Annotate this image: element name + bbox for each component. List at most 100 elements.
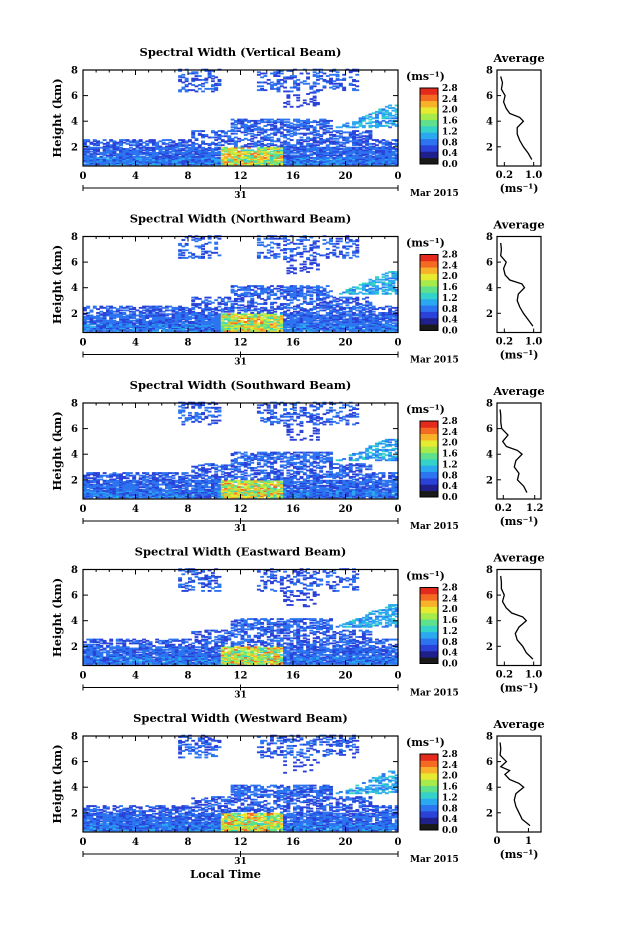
heatmap-cell: [224, 327, 228, 330]
heatmap-cell: [306, 258, 311, 261]
heatmap-cell: [312, 102, 317, 104]
heatmap-cell: [171, 153, 176, 156]
heatmap-cell: [325, 323, 330, 326]
heatmap-cell: [191, 310, 196, 313]
heatmap-cell: [96, 148, 101, 150]
heatmap-cell: [293, 82, 297, 85]
heatmap-cell: [391, 280, 396, 282]
heatmap-cell: [283, 296, 288, 299]
heatmap-cell: [283, 295, 288, 298]
heatmap-cell: [375, 125, 379, 127]
heatmap-cell: [306, 294, 311, 296]
heatmap-cell: [293, 318, 297, 321]
heatmap-cell: [322, 323, 327, 326]
heatmap-cell: [394, 160, 399, 163]
heatmap-cell: [83, 477, 87, 480]
heatmap-cell: [112, 160, 117, 163]
heatmap-cell: [138, 160, 143, 163]
heatmap-cell: [230, 313, 235, 316]
heatmap-cell: [315, 134, 320, 136]
heatmap-cell: [358, 312, 363, 314]
heatmap-cell: [335, 157, 340, 159]
heatmap-cell: [335, 314, 340, 317]
heatmap-cell: [142, 153, 146, 156]
heatmap-cell: [375, 144, 379, 147]
heatmap-cell: [266, 296, 271, 299]
heatmap-cell: [270, 87, 274, 90]
heatmap-cell: [302, 127, 307, 130]
heatmap-cell: [217, 162, 222, 165]
heatmap-cell: [109, 323, 114, 326]
heatmap-cell: [381, 328, 386, 331]
heatmap-cell: [345, 160, 350, 163]
heatmap-cell: [283, 157, 288, 159]
heatmap-cell: [296, 105, 301, 108]
heatmap-cell: [217, 157, 222, 159]
heatmap-cell: [358, 283, 363, 286]
heatmap-cell: [371, 308, 376, 311]
heatmap-cell: [201, 90, 206, 93]
heatmap-cell: [276, 153, 281, 156]
heatmap-cell: [279, 158, 284, 161]
heatmap-cell: [273, 256, 278, 259]
heatmap-cell: [174, 317, 179, 320]
heatmap-cell: [86, 474, 91, 477]
heatmap-cell: [384, 110, 389, 113]
heatmap-cell: [207, 154, 212, 157]
heatmap-cell: [102, 149, 107, 152]
heatmap-cell: [315, 324, 320, 327]
heatmap-cell: [270, 158, 274, 161]
heatmap-cell: [109, 144, 114, 147]
heatmap-cell: [358, 151, 363, 154]
heatmap-cell: [138, 139, 143, 141]
heatmap-cell: [250, 158, 255, 161]
heatmap-cell: [191, 135, 196, 138]
heatmap-cell: [112, 158, 117, 161]
heatmap-cell: [293, 294, 297, 296]
heatmap-cell: [263, 322, 268, 325]
heatmap-cell: [138, 319, 143, 322]
heatmap-cell: [132, 315, 137, 318]
heatmap-cell: [368, 291, 373, 294]
heatmap-cell: [368, 134, 373, 136]
heatmap-cell: [92, 142, 97, 145]
heatmap-cell: [112, 492, 117, 495]
heatmap-cell: [355, 297, 360, 300]
heatmap-cell: [220, 130, 225, 133]
heatmap-cell: [155, 157, 160, 159]
heatmap-cell: [99, 305, 104, 308]
heatmap-cell: [158, 146, 163, 149]
heatmap-cell: [355, 249, 360, 252]
heatmap-cell: [322, 319, 327, 322]
heatmap-cell: [188, 323, 192, 326]
heatmap-cell: [348, 245, 353, 248]
heatmap-cell: [299, 263, 304, 266]
heatmap-cell: [102, 323, 107, 326]
heatmap-cell: [289, 250, 294, 253]
heatmap-cell: [119, 328, 123, 331]
heatmap-cell: [188, 328, 192, 331]
heatmap-cell: [302, 82, 307, 85]
heatmap-cell: [289, 327, 294, 330]
heatmap-cell: [220, 146, 225, 149]
heatmap-cell: [312, 144, 317, 147]
heatmap-cell: [391, 272, 396, 275]
heatmap-cell: [329, 82, 333, 85]
heatmap-cell: [355, 80, 360, 83]
heatmap-cell: [309, 142, 314, 145]
heatmap-cell: [352, 139, 356, 141]
heatmap-cell: [89, 153, 94, 156]
heatmap-cell: [279, 131, 284, 134]
heatmap-cell: [361, 319, 366, 322]
heatmap-cell: [309, 303, 314, 305]
heatmap-cell: [312, 119, 317, 122]
heatmap-cell: [256, 323, 261, 326]
heatmap-cell: [165, 160, 169, 163]
heatmap-cell: [86, 490, 91, 492]
heatmap-cell: [263, 301, 268, 304]
heatmap-cell: [358, 154, 363, 157]
heatmap-cell: [352, 318, 356, 321]
heatmap-cell: [99, 490, 104, 492]
heatmap-cell: [217, 150, 222, 153]
heatmap-cell: [230, 286, 235, 289]
